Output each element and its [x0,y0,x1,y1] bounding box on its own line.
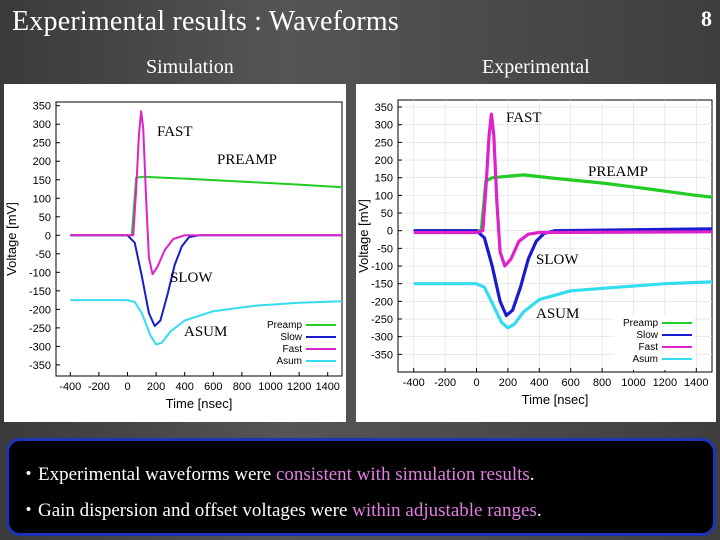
annotation-asum: ASUM [184,324,227,340]
x-tick-label: -400 [403,377,425,389]
series-line-fast [413,112,713,268]
legend-label: Fast [639,342,659,353]
annotation-fast: FAST [506,110,542,126]
x-tick-label: 800 [593,377,611,389]
conclusion-box: ・Experimental waveforms were consistent … [6,438,716,536]
experimental-heading: Experimental [482,56,590,78]
y-tick-label: 350 [375,102,393,114]
x-tick-label: 1400 [315,381,339,393]
x-axis-label: Time [nsec] [522,392,589,407]
x-tick-label: 1200 [653,377,677,389]
y-tick-label: 300 [375,120,393,132]
y-tick-label: 50 [39,212,51,224]
annotation-fast: FAST [157,124,193,140]
x-tick-label: 1400 [684,377,708,389]
y-tick-label: 0 [387,226,393,238]
x-tick-label: 400 [176,381,194,393]
conclusion-line-2: ・Gain dispersion and offset voltages wer… [19,495,542,522]
y-tick-label: -150 [29,286,51,298]
x-axis-label: Time [nsec] [166,396,233,411]
y-tick-label: -200 [29,304,51,316]
x-tick-label: 800 [233,381,251,393]
experimental-chart-panel: 350 300 250 200 150 100 50 0 -50 -100 -150 -200 -250… [356,84,716,422]
note-1-suffix: . [529,464,535,485]
legend-box [614,316,694,370]
note-1-highlight: consistent with simulation results [275,464,530,485]
y-tick-label: -350 [371,349,393,361]
y-tick-label: -50 [377,243,393,255]
legend-label: Asum [276,356,302,367]
y-tick-label: -350 [29,360,51,372]
x-tick-label: 0 [473,377,479,389]
y-tick-label: 100 [33,193,51,205]
legend-label: Slow [280,332,302,343]
legend-label: Preamp [623,318,658,329]
series-line-slow [70,234,342,327]
y-tick-label: -100 [371,261,393,273]
x-tick-label: -400 [59,381,81,393]
y-tick-label: -250 [371,314,393,326]
simulation-heading: Simulation [146,56,234,78]
y-tick-label: -50 [35,249,51,261]
x-tick-label: -200 [434,377,456,389]
annotation-preamp: PREAMP [217,152,277,168]
x-tick-label: -200 [88,381,110,393]
x-tick-label: 0 [124,381,130,393]
y-tick-label: 200 [33,156,51,168]
note-2-prefix: ・Gain dispersion and offset voltages wer… [19,500,353,521]
y-tick-label: -300 [29,341,51,353]
y-tick-label: 50 [381,208,393,220]
legend-label: Fast [283,344,303,355]
annotation-slow: SLOW [170,270,213,286]
y-tick-label: 200 [375,155,393,167]
legend-label: Preamp [267,320,302,331]
annotation-preamp: PREAMP [588,164,648,180]
legend-box [258,318,338,372]
x-tick-label: 200 [147,381,165,393]
plot-frame [55,101,343,377]
x-tick-label: 600 [562,377,580,389]
legend-label: Slow [636,330,658,341]
series-line-slow [413,227,713,318]
simulation-chart-panel: 350 300 250 200 150 100 50 0 -50 -100 -150 -200 -250… [4,84,346,422]
y-tick-label: -200 [371,296,393,308]
y-tick-label: -100 [29,267,51,279]
experimental-chart: 350 300 250 200 150 100 50 0 -50 -100 -150 -200 -250… [356,99,713,407]
legend-label: Asum [632,354,658,365]
x-tick-label: 600 [204,381,222,393]
plot-frame [397,99,713,373]
y-tick-label: 0 [45,230,51,242]
x-tick-label: 200 [499,377,517,389]
y-tick-label: 350 [33,101,51,113]
annotation-slow: SLOW [536,252,579,268]
y-tick-label: -150 [371,279,393,291]
series-line-preamp [70,175,343,237]
page-number: 8 [701,6,712,31]
series-line-preamp [413,173,713,233]
y-tick-label: 100 [375,190,393,202]
note-2-suffix: . [536,500,542,521]
note-2-highlight: within adjustable ranges [352,500,537,521]
series-line-fast [70,110,342,276]
x-tick-label: 400 [530,377,548,389]
y-tick-label: -300 [371,332,393,344]
note-1-prefix: ・Experimental waveforms were [19,464,276,485]
y-tick-label: 150 [375,173,393,185]
x-tick-label: 1000 [621,377,645,389]
y-tick-label: 150 [33,175,51,187]
conclusion-line-1: ・Experimental waveforms were consistent … [19,459,535,486]
y-tick-label: 250 [375,137,393,149]
simulation-chart: 350 300 250 200 150 100 50 0 -50 -100 -150 -200 -250… [4,101,343,411]
series-line-asum [413,280,713,330]
x-tick-label: 1200 [287,381,311,393]
series-line-asum [70,299,343,346]
annotation-asum: ASUM [536,306,579,322]
x-tick-label: 1000 [258,381,282,393]
y-tick-label: -250 [29,323,51,335]
y-axis-label: Voltage [mV] [356,199,371,273]
y-tick-label: 300 [33,119,51,131]
y-axis-label: Voltage [mV] [4,202,19,276]
y-tick-label: 250 [33,138,51,150]
slide-title: Experimental results : Waveforms [12,6,399,37]
